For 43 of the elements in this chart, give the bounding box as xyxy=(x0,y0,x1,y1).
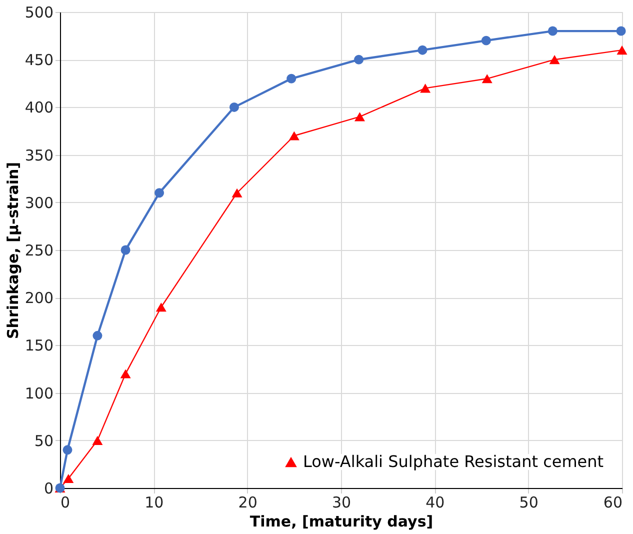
x-tick-label: 60 xyxy=(603,494,622,512)
y-tick-label: 400 xyxy=(24,98,54,117)
x-tick-label: 30 xyxy=(332,494,352,512)
y-tick-label: 0 xyxy=(44,480,54,498)
y-tick-label: 200 xyxy=(24,289,54,308)
point xyxy=(154,188,164,198)
x-tick-label: 50 xyxy=(519,494,538,512)
point xyxy=(286,74,296,84)
y-tick-label: 150 xyxy=(24,336,54,355)
y-tick-label: 450 xyxy=(24,51,54,70)
x-tick-label: 0 xyxy=(60,494,70,512)
point xyxy=(232,188,242,198)
point xyxy=(616,26,626,36)
point xyxy=(548,26,558,36)
x-axis-title: Time, [maturity days] xyxy=(250,512,434,530)
point xyxy=(481,36,491,46)
point xyxy=(63,474,74,484)
point xyxy=(120,245,130,255)
point xyxy=(549,55,560,64)
point xyxy=(288,131,300,140)
point xyxy=(62,445,72,455)
point xyxy=(482,74,492,84)
y-tick-label: 250 xyxy=(24,242,54,260)
point xyxy=(229,102,239,112)
y-tick-label: 50 xyxy=(34,432,54,450)
point xyxy=(92,436,103,445)
point xyxy=(92,330,102,340)
y-tick-label: 350 xyxy=(24,146,54,164)
x-tick-label: 10 xyxy=(144,494,164,512)
point xyxy=(616,46,628,55)
y-axis-title: Shrinkage, [µ-strain] xyxy=(4,162,22,340)
point xyxy=(420,84,431,93)
x-tick-label: 40 xyxy=(426,494,445,512)
y-tick-label: 500 xyxy=(24,4,54,22)
y-tick-label: 100 xyxy=(24,384,54,402)
point xyxy=(354,54,364,64)
point xyxy=(354,112,365,122)
point xyxy=(120,369,131,378)
legend-label: Low-Alkali Sulphate Resistant cement xyxy=(303,452,604,471)
x-tick-label: 20 xyxy=(238,494,258,512)
point xyxy=(418,45,428,55)
point xyxy=(156,302,166,312)
y-tick-label: 300 xyxy=(24,194,54,212)
